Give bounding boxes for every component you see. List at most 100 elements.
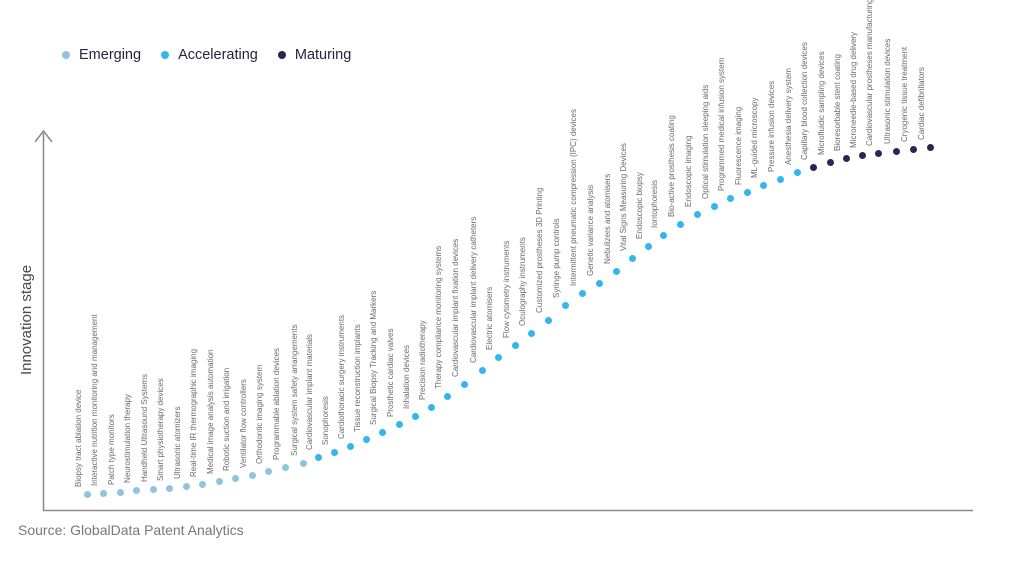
data-point-label: Surgical Biopsy Tracking and Markers — [368, 290, 378, 425]
data-point — [149, 485, 157, 493]
data-point-label: Programmable ablation devices — [271, 347, 281, 460]
legend-item-emerging: Emerging — [62, 47, 141, 63]
data-point-label: Cardiovascular implant fixation devices — [450, 238, 460, 377]
data-point — [215, 477, 223, 485]
data-point — [281, 463, 289, 471]
data-point — [248, 471, 256, 479]
data-point — [231, 474, 239, 482]
data-point — [676, 220, 684, 228]
data-point-label: Sonophoresis — [320, 396, 330, 445]
data-point — [793, 168, 801, 176]
data-point-label: Programmed medical infusion system — [716, 57, 726, 191]
data-point-label: Surgical system safety arrangements — [289, 324, 299, 456]
data-point — [330, 448, 338, 456]
data-point-label: Intermittent pneumatic compression (IPC)… — [568, 109, 578, 286]
data-point-label: Patch type monitors — [106, 414, 116, 485]
accelerating-dot-icon — [161, 51, 170, 59]
data-point — [378, 428, 386, 436]
data-point — [628, 254, 636, 262]
data-point-label: Medical image analysis automation — [205, 349, 215, 474]
data-point-label: Vital Signs Measuring Devices — [618, 143, 628, 251]
data-point-label: Ultrasonic atomizers — [172, 406, 182, 479]
data-point-label: Syringe pump controls — [551, 218, 561, 298]
data-point — [842, 154, 850, 162]
data-point-label: Real-time IR thermographic imaging — [188, 348, 198, 477]
data-point — [116, 488, 124, 496]
data-point-label: Optical stimulation sleeping aids — [700, 84, 710, 199]
data-point-label: Cardiothoracic surgery instruments — [336, 314, 346, 439]
emerging-dot-icon — [62, 51, 70, 59]
data-point — [612, 267, 620, 275]
data-point — [659, 231, 667, 239]
data-point — [561, 301, 569, 309]
legend-label-accelerating: Accelerating — [178, 47, 258, 63]
data-point — [710, 202, 718, 210]
data-point — [395, 420, 403, 428]
data-point-label: Ventilator flow controllers — [238, 379, 248, 468]
data-point-label: Biopsy tract ablation device — [73, 389, 83, 487]
data-point — [578, 289, 586, 297]
data-point — [443, 392, 451, 400]
data-point-label: Genetic variance analysis — [585, 184, 595, 276]
legend-label-emerging: Emerging — [79, 47, 142, 63]
data-point — [809, 163, 817, 171]
data-point — [909, 145, 917, 153]
data-point-label: Cardiac defibrillators — [916, 67, 926, 140]
data-point-label: Neurostimulation therapy — [122, 394, 132, 483]
data-point — [299, 459, 307, 467]
data-point — [544, 316, 552, 324]
data-point-label: Bio-active prosthesis coating — [666, 115, 676, 217]
data-point-label: Cardiovascular implant delivery catheter… — [468, 216, 478, 363]
data-point-label: Ultrasonic stimulation devices — [882, 38, 892, 144]
data-point-label: Therapy compliance monitoring systems — [433, 245, 443, 389]
data-point-label: Endoscopic imaging — [683, 135, 693, 207]
data-point — [726, 194, 734, 202]
data-point — [926, 143, 934, 151]
data-point-label: Electric atomisers — [484, 286, 494, 350]
data-point — [858, 151, 866, 159]
data-point — [132, 486, 140, 494]
data-point — [511, 341, 519, 349]
data-point-label: ML-guided microscopy — [749, 97, 759, 178]
data-point — [892, 147, 900, 155]
data-point — [346, 442, 354, 450]
data-point-label: Orthodontic imaging system — [254, 364, 264, 464]
data-point-label: Bioresorbable stent coating — [832, 54, 842, 151]
data-point-label: Robotic suction and irrigation — [221, 367, 231, 471]
data-point-label: Tissue reconstruction implants — [352, 324, 362, 432]
data-point — [494, 353, 502, 361]
data-point-label: Interactive nutrition monitoring and man… — [89, 314, 99, 486]
legend-item-accelerating: Accelerating — [161, 47, 258, 63]
data-point-label: Anesthesia delivery system — [783, 68, 793, 165]
data-point — [759, 181, 767, 189]
data-point — [362, 435, 370, 443]
data-point — [527, 329, 535, 337]
data-point — [693, 210, 701, 218]
data-point-label: Precision radiotherapy — [417, 320, 427, 400]
data-point-label: Oculography instruments — [517, 237, 527, 326]
maturing-dot-icon — [277, 51, 286, 59]
data-point — [874, 149, 882, 157]
data-point-label: Pressure infusion devices — [766, 80, 776, 172]
data-point — [427, 403, 435, 411]
legend: Emerging Accelerating Maturing — [62, 47, 351, 63]
y-axis-arrow-icon — [34, 129, 53, 143]
data-point — [743, 188, 751, 196]
data-point-label: Capillary blood collection devices — [799, 42, 809, 160]
data-point-label: Microneedle-based drug delivery — [848, 31, 858, 148]
data-point — [182, 482, 190, 490]
data-point — [83, 490, 91, 498]
data-point-label: Prosthetic cardiac valves — [385, 328, 395, 417]
data-point-label: Endoscopic biopsy — [634, 172, 644, 239]
data-point — [165, 484, 173, 492]
source-note: Source: GlobalData Patent Analytics — [18, 522, 244, 538]
data-point — [644, 242, 652, 250]
data-point — [460, 380, 468, 388]
data-point — [826, 158, 834, 166]
data-point — [776, 175, 784, 183]
data-point — [314, 453, 322, 461]
data-point — [478, 366, 486, 374]
data-point-label: Smart physiotherapy devices — [155, 378, 165, 481]
